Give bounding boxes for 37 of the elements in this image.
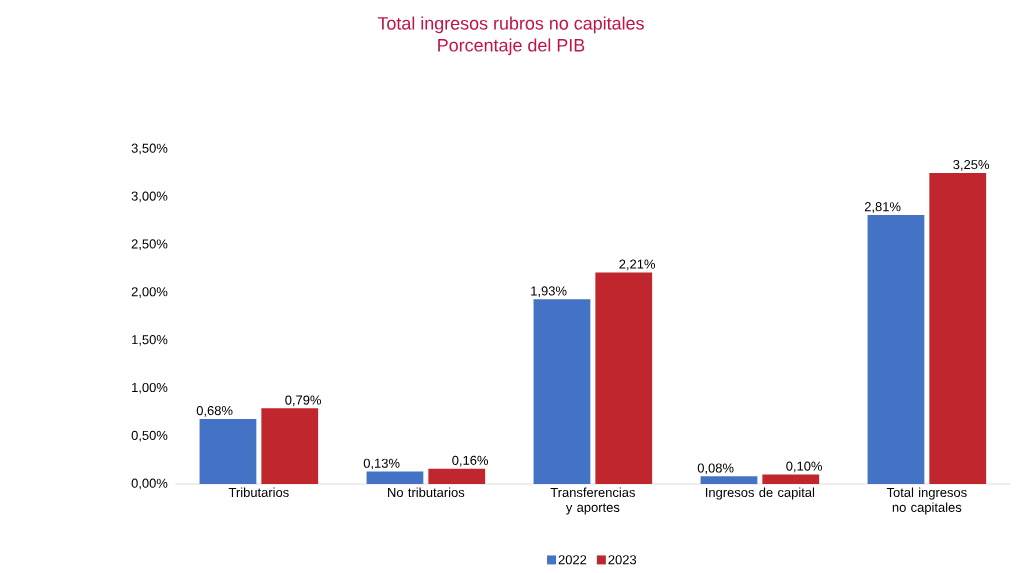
bar: [700, 476, 758, 484]
bar: [428, 468, 486, 484]
data-label: 0,08%: [697, 463, 734, 475]
x-tick-label: Ingresos de capital: [705, 487, 815, 500]
data-label: 0,10%: [786, 461, 823, 473]
data-label: 0,68%: [196, 405, 233, 417]
data-label: 0,79%: [285, 395, 322, 407]
x-tick-label: Transferencias y aportes: [550, 487, 635, 515]
bar: [533, 299, 591, 484]
x-tick-label: Tributarios: [228, 487, 289, 497]
y-tick-label: 3,50%: [131, 143, 168, 155]
bar: [199, 418, 257, 484]
legend-label: 2022: [558, 555, 587, 565]
y-tick-label: 1,00%: [132, 382, 168, 394]
data-label: 3,25%: [953, 160, 990, 171]
data-label: 0,13%: [363, 458, 400, 470]
data-label: 2,81%: [864, 202, 901, 213]
y-tick-label: 3,00%: [131, 191, 168, 203]
bar: [366, 471, 424, 484]
data-label: 1,93%: [531, 286, 567, 298]
x-tick-label: No tributarios: [388, 487, 465, 497]
chart-title: Total ingresos rubros no capitales: [377, 16, 644, 34]
y-tick-label: 2,50%: [131, 239, 168, 251]
bar: [867, 215, 925, 484]
bar: [595, 272, 653, 484]
legend-label: 2023: [608, 555, 637, 565]
y-tick-label: 2,00%: [131, 287, 168, 298]
bar: [762, 474, 820, 484]
y-tick-label: 0,00%: [131, 478, 168, 490]
data-label: 0,16%: [452, 455, 489, 467]
data-label: 2,21%: [619, 259, 656, 271]
bar: [261, 408, 319, 484]
chart-subtitle: Porcentaje del PIB: [438, 38, 585, 56]
y-tick-label: 0,50%: [131, 430, 168, 442]
y-tick-label: 1,50%: [132, 335, 168, 346]
x-tick-label: Total ingresos no capitales: [886, 487, 967, 515]
bar: [929, 172, 987, 484]
